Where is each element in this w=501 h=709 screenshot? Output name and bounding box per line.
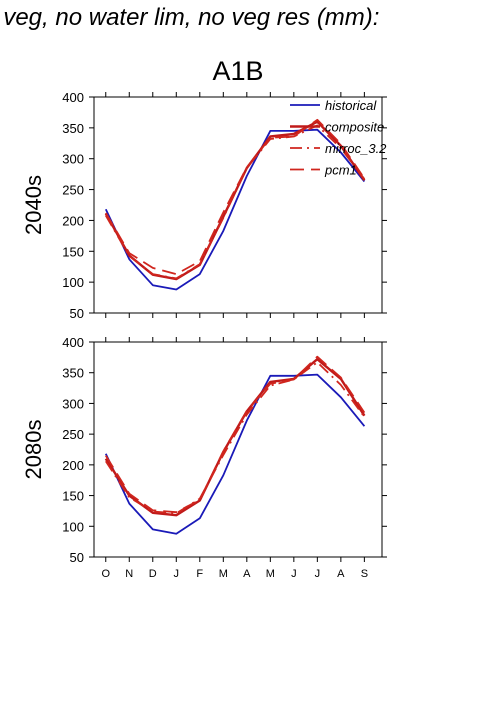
legend-label: historical: [325, 98, 377, 113]
legend-label: mirroc_3.2: [325, 141, 387, 156]
y-tick-label: 50: [70, 306, 84, 321]
x-tick-label: A: [243, 568, 251, 580]
y-tick-label: 200: [62, 213, 84, 228]
series-line-historical: [104, 128, 366, 291]
legend-label: pcm1: [324, 163, 357, 178]
x-tick-label: O: [101, 568, 110, 580]
x-tick-label: M: [266, 568, 275, 580]
series-line-historical: [104, 373, 366, 535]
x-tick-label: J: [315, 568, 321, 580]
y-tick-label: 300: [62, 396, 84, 411]
x-tick-label: J: [174, 568, 180, 580]
x-tick-label: A: [337, 568, 345, 580]
y-tick-label: 400: [62, 90, 84, 105]
y-axis-label-2040s: 2040s: [21, 175, 46, 235]
series-line-mirroc-3-2: [105, 361, 366, 515]
scenario-title: A1B: [212, 56, 264, 86]
y-tick-label: 250: [62, 183, 84, 198]
y-tick-label: 100: [62, 519, 84, 534]
legend-label: composite: [325, 120, 384, 135]
x-tick-label: M: [219, 568, 228, 580]
y-tick-label: 150: [62, 244, 84, 259]
x-tick-label: D: [149, 568, 157, 580]
y-tick-label: 150: [62, 489, 84, 504]
series-line-composite: [104, 120, 366, 281]
y-tick-label: 350: [62, 366, 84, 381]
x-tick-label: J: [291, 568, 297, 580]
page-title: f veg, no water lim, no veg res (mm):: [0, 4, 380, 31]
y-tick-label: 400: [62, 335, 84, 350]
x-tick-label: F: [196, 568, 203, 580]
y-tick-label: 100: [62, 275, 84, 290]
y-tick-label: 250: [62, 427, 84, 442]
y-tick-label: 300: [62, 152, 84, 167]
plot-frame-2040s: [93, 96, 383, 314]
y-tick-label: 200: [62, 458, 84, 473]
y-tick-label: 50: [70, 550, 84, 565]
y-axis-label-2080s: 2080s: [21, 420, 46, 480]
series-line-pcm1: [105, 118, 366, 276]
series-line-pcm1: [105, 355, 366, 514]
x-tick-label: N: [125, 568, 133, 580]
x-tick-label: S: [361, 568, 368, 580]
plot-frame-2080s: [93, 341, 383, 558]
y-tick-label: 350: [62, 121, 84, 136]
